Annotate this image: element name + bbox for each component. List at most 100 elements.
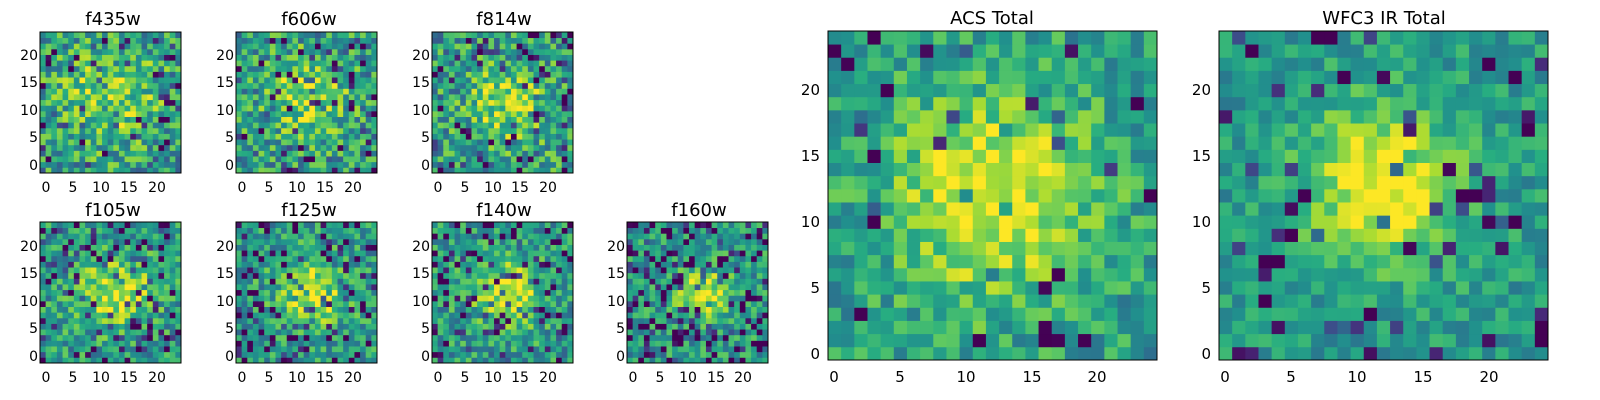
heatmap-cell <box>505 238 512 245</box>
heatmap-cell <box>169 99 176 106</box>
heatmap-cell <box>700 267 707 274</box>
heatmap-cell <box>343 306 350 313</box>
heatmap-cell <box>655 244 662 251</box>
heatmap-cell <box>252 255 259 262</box>
heatmap-cell <box>320 244 327 251</box>
heatmap-cell <box>102 150 109 157</box>
heatmap-cell <box>68 284 75 291</box>
heatmap-cell <box>354 284 361 291</box>
heatmap-cell <box>169 357 176 364</box>
heatmap-cell <box>141 54 148 61</box>
heatmap-cell <box>432 48 439 55</box>
heatmap-cell <box>460 306 467 313</box>
heatmap-cell <box>717 334 724 341</box>
x-axis: 0 5 10 15 20 <box>42 370 166 386</box>
heatmap-cell <box>1051 188 1066 203</box>
heatmap-cell <box>258 110 265 117</box>
heatmap-cell <box>175 105 182 112</box>
heatmap-cell <box>275 233 282 240</box>
heatmap-cell <box>867 241 882 256</box>
heatmap-cell <box>264 54 271 61</box>
heatmap-cell <box>343 227 350 234</box>
heatmap-cell <box>107 99 114 106</box>
heatmap-cell <box>45 250 52 257</box>
heatmap-cell <box>56 94 63 101</box>
heatmap-cell <box>677 284 684 291</box>
heatmap-cell <box>1038 188 1053 203</box>
heatmap-cell <box>432 284 439 291</box>
heatmap-cell <box>959 188 974 203</box>
heatmap-cell <box>152 233 159 240</box>
heatmap-cell <box>533 65 540 72</box>
heatmap-cell <box>147 238 154 245</box>
heatmap-cell <box>432 65 439 72</box>
heatmap-cell <box>510 71 517 78</box>
heatmap-cell <box>147 244 154 251</box>
heatmap-cell <box>298 99 305 106</box>
heatmap-cell <box>465 99 472 106</box>
heatmap-cell <box>920 109 934 124</box>
heatmap-cell <box>499 150 506 157</box>
heatmap-cell <box>762 233 769 240</box>
heatmap-cell <box>124 295 131 302</box>
heatmap-cell <box>550 139 557 146</box>
heatmap-cell <box>556 54 563 61</box>
heatmap-cell <box>527 88 534 95</box>
heatmap-cell <box>152 37 159 44</box>
heatmap-cell <box>102 284 109 291</box>
heatmap-cell <box>152 139 159 146</box>
heatmap-cell <box>510 278 517 285</box>
heatmap-cell <box>561 227 568 234</box>
heatmap-cell <box>561 65 568 72</box>
heatmap-cell <box>258 65 265 72</box>
heatmap-cell <box>567 267 574 274</box>
heatmap-cell <box>539 37 546 44</box>
heatmap-cell <box>867 215 882 229</box>
heatmap-cell <box>632 295 639 302</box>
heatmap-cell <box>494 222 501 229</box>
heatmap-cell <box>460 48 467 55</box>
heatmap-cell <box>880 202 895 216</box>
heatmap-cell <box>169 32 176 39</box>
heatmap-cell <box>118 261 125 268</box>
heatmap-cell <box>102 272 109 279</box>
x-tick-label: 20 <box>148 370 166 386</box>
heatmap-cell <box>561 244 568 251</box>
heatmap-cell <box>437 323 444 330</box>
heatmap-cell <box>169 227 176 234</box>
heatmap-cell <box>158 156 165 163</box>
heatmap-cell <box>539 65 546 72</box>
heatmap-cell <box>56 139 63 146</box>
heatmap-cell <box>309 312 316 319</box>
heatmap-cell <box>314 150 321 157</box>
heatmap-cell <box>454 65 461 72</box>
heatmap-cell <box>309 300 316 307</box>
heatmap-cell <box>711 323 718 330</box>
heatmap-cell <box>488 340 495 347</box>
heatmap-cell <box>539 323 546 330</box>
heatmap-cell <box>527 306 534 313</box>
heatmap-cell <box>258 278 265 285</box>
heatmap-cell <box>130 161 137 168</box>
heatmap-cell <box>241 127 248 134</box>
heatmap-cell <box>113 48 120 55</box>
heatmap-cell <box>124 289 131 296</box>
heatmap-cell <box>556 43 563 50</box>
heatmap-cell <box>292 306 299 313</box>
heatmap-cell <box>365 312 372 319</box>
heatmap-cell <box>314 334 321 341</box>
heatmap-cell <box>488 238 495 245</box>
heatmap-cell <box>627 329 634 336</box>
heatmap-cell <box>96 238 103 245</box>
heatmap-cell <box>343 122 350 129</box>
heatmap-cell <box>68 312 75 319</box>
heatmap-cell <box>655 357 662 364</box>
heatmap-cell <box>164 60 171 67</box>
heatmap-cell <box>533 295 540 302</box>
heatmap-cell <box>73 329 80 336</box>
heatmap-cell <box>516 244 523 251</box>
heatmap-cell <box>124 244 131 251</box>
heatmap-cell <box>505 357 512 364</box>
heatmap-cell <box>488 289 495 296</box>
heatmap-cell <box>544 122 551 129</box>
